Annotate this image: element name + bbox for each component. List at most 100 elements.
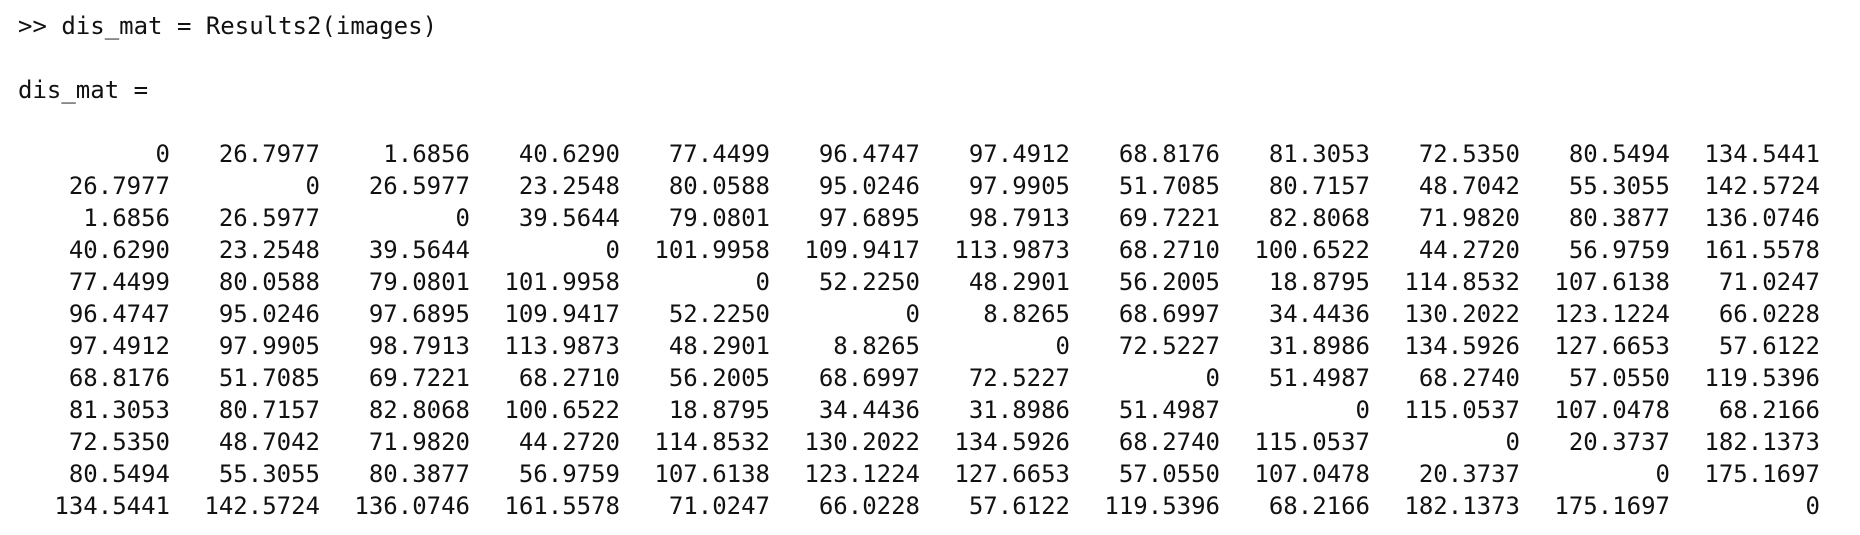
matrix-cell: 100.6522 bbox=[1254, 236, 1370, 264]
matrix-cell: 79.0801 bbox=[368, 268, 470, 296]
matrix-cell: 114.8532 bbox=[654, 428, 770, 456]
matrix-cell: 97.6895 bbox=[818, 204, 920, 232]
matrix-row: 68.8176 51.7085 69.7221 68.2710 56.2005 68.69… bbox=[18, 362, 1820, 394]
variable-header: dis_mat = bbox=[18, 76, 149, 104]
matrix-cell: 72.5350 bbox=[68, 428, 170, 456]
matrix-cell: 68.2740 bbox=[1418, 364, 1520, 392]
matrix-cell: 69.7221 bbox=[1118, 204, 1220, 232]
matrix-cell: 80.3877 bbox=[1568, 204, 1670, 232]
matrix-cell: 71.0247 bbox=[1718, 268, 1820, 296]
matrix-cell: 57.0550 bbox=[1118, 460, 1220, 488]
matrix-cell: 82.8068 bbox=[368, 396, 470, 424]
matrix-cell: 48.2901 bbox=[968, 268, 1070, 296]
matrix-cell: 0 bbox=[1055, 332, 1070, 360]
matrix-row: 0 26.7977 1.6856 40.6290 77.4499 96.4747 97.49… bbox=[18, 138, 1820, 170]
matrix-cell: 98.7913 bbox=[368, 332, 470, 360]
matrix-cell: 68.6997 bbox=[1118, 300, 1220, 328]
matrix-cell: 0 bbox=[1655, 460, 1670, 488]
matrix-cell: 57.6122 bbox=[1718, 332, 1820, 360]
matrix-cell: 72.5227 bbox=[968, 364, 1070, 392]
matrix-cell: 80.0588 bbox=[218, 268, 320, 296]
matrix-cell: 1.6856 bbox=[83, 204, 170, 232]
matrix-row: 26.7977 0 26.5977 23.2548 80.0588 95.0246 97.9… bbox=[18, 170, 1820, 202]
matrix-cell: 48.7042 bbox=[218, 428, 320, 456]
matrix-cell: 72.5350 bbox=[1418, 140, 1520, 168]
matrix-cell: 71.9820 bbox=[368, 428, 470, 456]
matrix-cell: 134.5926 bbox=[954, 428, 1070, 456]
matrix-cell: 107.0478 bbox=[1254, 460, 1370, 488]
matrix-cell: 71.9820 bbox=[1418, 204, 1520, 232]
matrix-cell: 26.5977 bbox=[218, 204, 320, 232]
matrix-cell: 0 bbox=[305, 172, 320, 200]
matrix-cell: 34.4436 bbox=[1268, 300, 1370, 328]
matrix-cell: 130.2022 bbox=[1404, 300, 1520, 328]
matrix-cell: 113.9873 bbox=[504, 332, 620, 360]
matrix-cell: 134.5441 bbox=[54, 492, 170, 520]
matrix-cell: 51.4987 bbox=[1268, 364, 1370, 392]
matrix-cell: 20.3737 bbox=[1418, 460, 1520, 488]
matrix-cell: 55.3055 bbox=[1568, 172, 1670, 200]
matrix-cell: 0 bbox=[905, 300, 920, 328]
matrix-cell: 26.7977 bbox=[218, 140, 320, 168]
matrix-cell: 97.9905 bbox=[968, 172, 1070, 200]
matrix-cell: 134.5926 bbox=[1404, 332, 1520, 360]
matrix-cell: 52.2250 bbox=[668, 300, 770, 328]
matrix-cell: 66.0228 bbox=[1718, 300, 1820, 328]
matrix-cell: 127.6653 bbox=[954, 460, 1070, 488]
matrix-cell: 1.6856 bbox=[383, 140, 470, 168]
matrix-cell: 71.0247 bbox=[668, 492, 770, 520]
command-line[interactable]: >> dis_mat = Results2(images) bbox=[18, 12, 438, 40]
matrix-cell: 31.8986 bbox=[1268, 332, 1370, 360]
matrix-cell: 34.4436 bbox=[818, 396, 920, 424]
matrix-cell: 107.0478 bbox=[1554, 396, 1670, 424]
matrix-row: 40.6290 23.2548 39.5644 0 101.9958 109.9417 11… bbox=[18, 234, 1820, 266]
matrix-cell: 68.8176 bbox=[68, 364, 170, 392]
matrix-cell: 113.9873 bbox=[954, 236, 1070, 264]
matrix-cell: 81.3053 bbox=[1268, 140, 1370, 168]
matrix-cell: 40.6290 bbox=[518, 140, 620, 168]
matrix-cell: 97.4912 bbox=[968, 140, 1070, 168]
matrix-cell: 161.5578 bbox=[1704, 236, 1820, 264]
matrix-cell: 55.3055 bbox=[218, 460, 320, 488]
matrix-cell: 68.2710 bbox=[1118, 236, 1220, 264]
matrix-cell: 182.1373 bbox=[1704, 428, 1820, 456]
matrix-cell: 82.8068 bbox=[1268, 204, 1370, 232]
matrix-cell: 0 bbox=[755, 268, 770, 296]
matrix-cell: 56.9759 bbox=[1568, 236, 1670, 264]
matrix-cell: 80.3877 bbox=[368, 460, 470, 488]
matrix-cell: 123.1224 bbox=[804, 460, 920, 488]
matrix-cell: 52.2250 bbox=[818, 268, 920, 296]
matrix-row: 1.6856 26.5977 0 39.5644 79.0801 97.6895 98.79… bbox=[18, 202, 1820, 234]
matrix-cell: 98.7913 bbox=[968, 204, 1070, 232]
matrix-cell: 109.9417 bbox=[504, 300, 620, 328]
matrix-row: 77.4499 80.0588 79.0801 101.9958 0 52.2250 48.… bbox=[18, 266, 1820, 298]
matrix-cell: 142.5724 bbox=[1704, 172, 1820, 200]
matrix-cell: 0 bbox=[1805, 492, 1820, 520]
matrix-cell: 0 bbox=[1205, 364, 1220, 392]
matrix-cell: 0 bbox=[1505, 428, 1520, 456]
matrix-cell: 20.3737 bbox=[1568, 428, 1670, 456]
matrix-cell: 130.2022 bbox=[804, 428, 920, 456]
matrix-cell: 68.2710 bbox=[518, 364, 620, 392]
matrix-row: 72.5350 48.7042 71.9820 44.2720 114.8532 130.… bbox=[18, 426, 1820, 458]
matrix-cell: 134.5441 bbox=[1704, 140, 1820, 168]
matrix-cell: 80.5494 bbox=[68, 460, 170, 488]
matrix-cell: 96.4747 bbox=[818, 140, 920, 168]
matrix-cell: 142.5724 bbox=[204, 492, 320, 520]
matrix-cell: 127.6653 bbox=[1554, 332, 1670, 360]
matrix-cell: 51.7085 bbox=[218, 364, 320, 392]
matrix-cell: 119.5396 bbox=[1704, 364, 1820, 392]
matrix-cell: 31.8986 bbox=[968, 396, 1070, 424]
matrix-cell: 72.5227 bbox=[1118, 332, 1220, 360]
matrix-cell: 95.0246 bbox=[218, 300, 320, 328]
matrix-cell: 95.0246 bbox=[818, 172, 920, 200]
matrix-cell: 100.6522 bbox=[504, 396, 620, 424]
command-window[interactable]: >> dis_mat = Results2(images) dis_mat = … bbox=[18, 0, 1848, 535]
matrix-cell: 0 bbox=[1355, 396, 1370, 424]
matrix-cell: 39.5644 bbox=[368, 236, 470, 264]
matrix-cell: 136.0746 bbox=[1704, 204, 1820, 232]
matrix-cell: 80.5494 bbox=[1568, 140, 1670, 168]
matrix-cell: 182.1373 bbox=[1404, 492, 1520, 520]
matrix-cell: 68.2166 bbox=[1718, 396, 1820, 424]
matrix-cell: 56.9759 bbox=[518, 460, 620, 488]
